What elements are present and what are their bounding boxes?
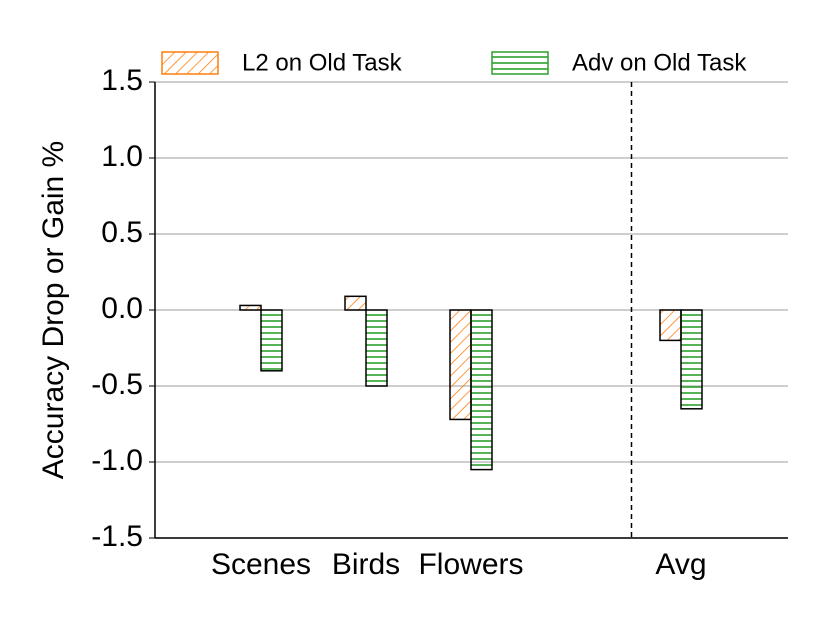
y-tick-label: 0.5 — [101, 216, 143, 249]
legend-label: Adv on Old Task — [572, 49, 747, 76]
y-tick-label: 0.0 — [101, 292, 143, 325]
x-tick-label: Flowers — [418, 548, 523, 581]
bar — [365, 309, 388, 387]
legend-swatch — [161, 51, 219, 75]
x-tick-label: Scenes — [211, 548, 311, 581]
x-tick-label: Avg — [655, 548, 706, 581]
bar — [260, 309, 283, 372]
bar — [344, 295, 367, 311]
bar — [239, 304, 262, 311]
bar — [470, 309, 493, 471]
y-tick-label: -0.5 — [91, 368, 143, 401]
legend-swatch — [491, 51, 549, 75]
y-axis-label: Accuracy Drop or Gain % — [37, 141, 70, 479]
bar — [680, 309, 703, 410]
y-tick-label: 1.0 — [101, 140, 143, 173]
y-tick-label: 1.5 — [101, 64, 143, 97]
y-tick-label: -1.5 — [91, 520, 143, 553]
bar — [659, 309, 682, 342]
y-tick-label: -1.0 — [91, 444, 143, 477]
legend-label: L2 on Old Task — [242, 49, 403, 76]
bar — [449, 309, 472, 421]
x-tick-label: Birds — [332, 548, 400, 581]
